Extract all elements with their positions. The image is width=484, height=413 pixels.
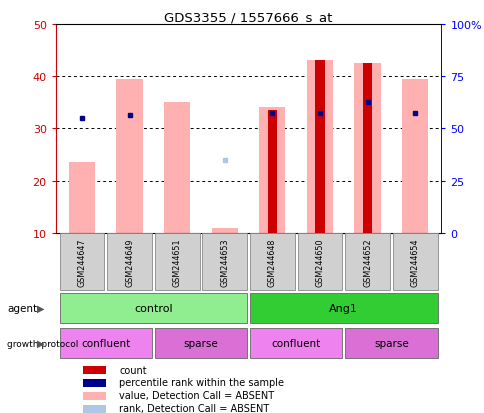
Text: ▶: ▶ xyxy=(37,338,45,348)
Text: GSM244653: GSM244653 xyxy=(220,238,229,286)
Bar xyxy=(116,80,142,233)
Bar xyxy=(60,234,104,291)
Bar xyxy=(249,293,437,323)
Bar xyxy=(345,328,437,358)
Bar xyxy=(83,379,106,387)
Bar xyxy=(83,405,106,413)
Bar xyxy=(69,163,95,233)
Text: GSM244649: GSM244649 xyxy=(125,238,134,286)
Bar xyxy=(354,64,380,233)
Text: rank, Detection Call = ABSENT: rank, Detection Call = ABSENT xyxy=(119,404,269,413)
Text: control: control xyxy=(134,303,172,313)
Text: GSM244647: GSM244647 xyxy=(77,238,86,286)
Bar xyxy=(392,234,437,291)
Bar xyxy=(306,61,333,233)
Text: GSM244648: GSM244648 xyxy=(267,238,276,286)
Bar xyxy=(297,234,342,291)
Bar xyxy=(315,61,324,233)
Text: GSM244652: GSM244652 xyxy=(363,238,371,287)
Bar xyxy=(154,234,199,291)
Bar xyxy=(60,293,247,323)
Bar xyxy=(267,111,276,233)
Bar xyxy=(154,328,247,358)
Bar xyxy=(249,328,342,358)
Text: GSM244651: GSM244651 xyxy=(172,238,182,286)
Text: confluent: confluent xyxy=(271,338,320,348)
Bar xyxy=(107,234,151,291)
Text: ▶: ▶ xyxy=(37,303,45,313)
Text: GSM244650: GSM244650 xyxy=(315,238,324,286)
Bar xyxy=(202,234,247,291)
Text: GSM244654: GSM244654 xyxy=(410,238,419,286)
Title: GDS3355 / 1557666_s_at: GDS3355 / 1557666_s_at xyxy=(164,11,332,24)
Bar xyxy=(211,228,237,233)
Bar xyxy=(259,108,285,233)
Bar xyxy=(164,103,190,233)
Text: percentile rank within the sample: percentile rank within the sample xyxy=(119,377,284,387)
Text: growth protocol: growth protocol xyxy=(7,339,78,348)
Text: Ang1: Ang1 xyxy=(329,303,358,313)
Bar xyxy=(345,234,389,291)
Text: value, Detection Call = ABSENT: value, Detection Call = ABSENT xyxy=(119,390,273,401)
Bar xyxy=(401,80,427,233)
Text: count: count xyxy=(119,365,147,375)
Text: sparse: sparse xyxy=(183,338,218,348)
Bar xyxy=(83,366,106,374)
Text: agent: agent xyxy=(7,303,37,313)
Bar xyxy=(83,392,106,400)
Text: confluent: confluent xyxy=(81,338,130,348)
Text: sparse: sparse xyxy=(373,338,408,348)
Bar xyxy=(249,234,294,291)
Bar xyxy=(362,64,371,233)
Bar xyxy=(60,328,151,358)
